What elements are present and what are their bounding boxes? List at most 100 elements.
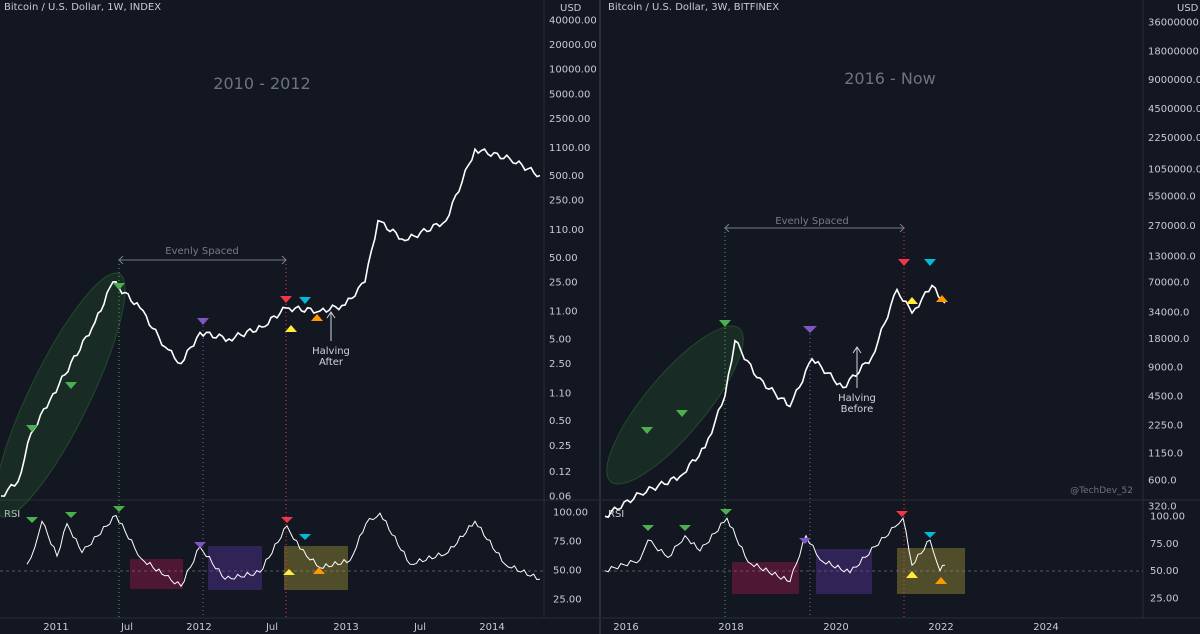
right-evenly-spaced-span: Evenly Spaced (724, 216, 905, 233)
right-markers (641, 259, 948, 584)
left-rsi-zone-purple (208, 546, 262, 590)
right-y-tick-label: 600.0 (1148, 475, 1177, 486)
left-x-tick-label: 2012 (186, 622, 211, 633)
right-marker-cycle-start-3 (719, 320, 731, 327)
left-x-tick-label: Jul (413, 622, 426, 633)
left-panel: Bitcoin / U.S. Dollar, 1W, INDEX USD 201… (0, 0, 600, 633)
left-y-tick-label: 1100.00 (549, 143, 590, 154)
left-halving-arrowhead (326, 311, 336, 319)
left-rsi-marker-2 (65, 512, 77, 518)
left-rsi-marker-8 (313, 567, 325, 574)
left-time-axis: 2011 Jul 2012 Jul 2013 Jul 2014 (43, 622, 504, 633)
left-rsi-tick-label: 25.00 (553, 595, 582, 606)
right-halving-label-1: Halving (838, 393, 876, 404)
right-currency-label: USD (1177, 3, 1199, 14)
right-rsi-tick-label: 100.00 (1150, 512, 1185, 523)
left-marker-second-top (299, 297, 311, 304)
left-x-tick-label: Jul (120, 622, 133, 633)
author-credit: @TechDev_52 (1070, 486, 1133, 496)
left-y-tick-label: 500.00 (549, 171, 584, 182)
left-rsi-line (26, 512, 541, 588)
left-rsi-marker-3 (113, 506, 125, 512)
right-y-tick-label: 270000.0 (1148, 221, 1196, 232)
right-y-tick-label: 1150.0 (1148, 448, 1183, 459)
left-y-tick-label: 0.25 (549, 441, 571, 452)
left-y-tick-label: 0.12 (549, 467, 571, 478)
right-rsi-tick-label: 50.00 (1150, 566, 1179, 577)
right-rsi-label: RSI (608, 509, 624, 520)
left-rsi-marker-1 (26, 517, 38, 523)
right-marker-yellow (906, 297, 918, 304)
right-rsi-marker-6 (924, 532, 936, 538)
left-rsi-axis: 100.00 75.00 50.00 25.00 (553, 508, 588, 606)
right-x-tick-label: 2024 (1033, 622, 1058, 633)
right-rsi-marker-5 (896, 511, 908, 517)
left-halving-annotation: Halving After (312, 311, 350, 368)
right-y-tick-label: 18000.0 (1148, 334, 1189, 345)
left-evenly-spaced-span: Evenly Spaced (118, 246, 287, 265)
left-halving-label-2: After (319, 357, 344, 368)
right-span-arrow-end (899, 223, 905, 233)
right-rsi-tick-label: 75.00 (1150, 539, 1179, 550)
left-header-title: Bitcoin / U.S. Dollar, 1W, INDEX (4, 2, 161, 13)
right-marker-halving-top (898, 259, 910, 266)
left-rsi-marker-7 (283, 569, 295, 575)
left-span-label: Evenly Spaced (165, 246, 238, 257)
left-marker-cycle-start-1 (26, 425, 38, 432)
right-rsi-axis: 100.00 75.00 50.00 25.00 (1150, 512, 1185, 605)
right-y-tick-label: 4500.0 (1148, 391, 1183, 402)
left-period-label: 2010 - 2012 (213, 74, 310, 93)
right-marker-second-top (924, 259, 936, 266)
left-halving-label-1: Halving (312, 346, 350, 357)
left-span-arrow-end (281, 255, 287, 265)
right-rsi-zone-pink (732, 562, 799, 594)
left-marker-halving-top (280, 296, 292, 303)
right-x-tick-label: 2016 (613, 622, 638, 633)
right-rsi-marker-1 (642, 525, 654, 531)
right-rsi-zone-olive (897, 548, 965, 594)
right-accumulation-ellipse (606, 325, 744, 485)
left-y-tick-label: 0.06 (549, 492, 571, 503)
right-price-axis: 36000000.0 18000000.0 9000000.0 4500000.0 22… (1148, 18, 1200, 513)
right-x-tick-label: 2018 (718, 622, 743, 633)
left-y-tick-label: 5000.00 (549, 89, 590, 100)
left-y-tick-label: 20000.00 (549, 40, 597, 51)
left-accumulation-ellipse (0, 272, 126, 518)
left-x-tick-label: 2014 (479, 622, 504, 633)
left-y-tick-label: 110.00 (549, 225, 584, 236)
right-rsi-marker-2 (679, 525, 691, 531)
right-x-tick-label: 2022 (928, 622, 953, 633)
right-rsi-marker-3 (720, 509, 732, 515)
right-y-tick-label: 4500000.0 (1148, 104, 1200, 115)
right-halving-label-2: Before (841, 404, 874, 415)
left-rsi-zone-olive (284, 546, 348, 590)
right-marker-orange (936, 295, 948, 302)
right-time-axis: 2016 2018 2020 2022 2024 (613, 622, 1058, 633)
right-y-tick-label: 130000.0 (1148, 252, 1196, 263)
left-x-tick-label: Jul (265, 622, 278, 633)
left-rsi-label: RSI (4, 509, 20, 520)
left-y-tick-label: 250.00 (549, 196, 584, 207)
left-rsi-tick-label: 50.00 (553, 566, 582, 577)
right-y-tick-label: 36000000.0 (1148, 18, 1200, 29)
left-rsi-zone-pink (130, 559, 183, 589)
right-rsi-tick-label: 25.00 (1150, 594, 1179, 605)
left-rsi-marker-6 (299, 534, 311, 540)
right-y-tick-label: 9000000.0 (1148, 75, 1200, 86)
right-y-tick-label: 18000000.0 (1148, 46, 1200, 57)
right-x-tick-label: 2020 (823, 622, 848, 633)
left-y-tick-label: 11.00 (549, 307, 578, 318)
right-halving-arrowhead (852, 346, 862, 354)
right-y-tick-label: 2250.0 (1148, 420, 1183, 431)
left-currency-label: USD (560, 3, 582, 14)
left-x-tick-label: 2011 (43, 622, 68, 633)
left-x-tick-label: 2013 (333, 622, 358, 633)
left-y-tick-label: 40000.00 (549, 16, 597, 27)
right-rsi-marker-7 (906, 571, 918, 578)
right-y-tick-label: 1050000.0 (1148, 165, 1200, 176)
right-y-tick-label: 320.0 (1148, 502, 1177, 513)
right-y-tick-label: 2250000.0 (1148, 133, 1200, 144)
right-rsi-line (604, 517, 946, 583)
left-y-tick-label: 1.10 (549, 388, 571, 399)
